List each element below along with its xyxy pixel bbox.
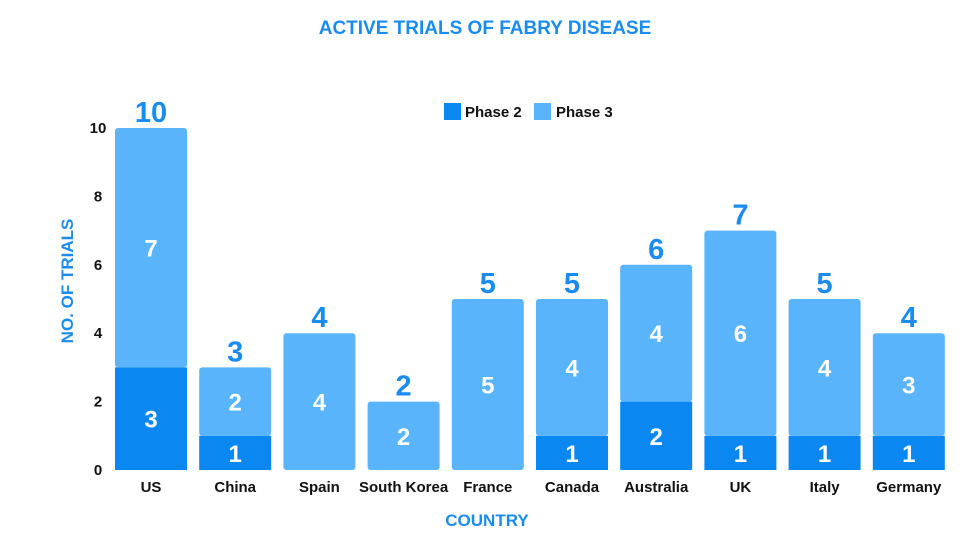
- bar-group: 6 1 7: [704, 200, 777, 470]
- bar-phase-3: [788, 299, 861, 436]
- bar-group: 22: [367, 371, 440, 470]
- bar-total-label: 6: [648, 234, 664, 266]
- bar-phase-3: [367, 401, 440, 470]
- bar-label-phase-2: 1: [565, 441, 578, 468]
- x-tick-label: Italy: [810, 479, 841, 496]
- y-tick-label: 4: [94, 325, 103, 342]
- bar-total-label: 3: [227, 336, 243, 368]
- bar-label-phase-2: 2: [650, 424, 663, 451]
- bar-group: 44: [283, 302, 356, 470]
- bar-label-phase-3: 4: [313, 390, 327, 417]
- x-tick-label: China: [214, 479, 256, 496]
- bar-label-phase-2: 1: [734, 441, 747, 468]
- x-tick-label: UK: [730, 479, 752, 496]
- bar-label-phase-2: 1: [818, 441, 831, 468]
- x-tick-label: Australia: [624, 479, 689, 496]
- y-tick-label: 6: [94, 257, 102, 274]
- bar-label-phase-2: 1: [902, 441, 915, 468]
- y-tick-label: 0: [94, 462, 102, 479]
- x-tick-label: US: [141, 479, 162, 496]
- bar-label-phase-3: 4: [565, 355, 579, 382]
- x-tick-label: Spain: [299, 479, 340, 496]
- y-tick-label: 2: [94, 394, 102, 411]
- bar-phase-3: [451, 299, 524, 470]
- x-axis-title: COUNTRY: [445, 511, 529, 530]
- x-tick-label: Canada: [545, 479, 600, 496]
- bar-group: 2 1 3: [199, 336, 272, 470]
- bar-label-phase-3: 4: [650, 321, 664, 348]
- bar-phase-2: [199, 435, 272, 470]
- x-tick-label: France: [463, 479, 512, 496]
- bar-total-label: 4: [901, 302, 917, 334]
- bar-phase-2: [872, 435, 945, 470]
- bar-phase-3: [536, 299, 608, 436]
- y-tick-label: 10: [90, 120, 107, 137]
- chart-title: ACTIVE TRIALS OF FABRY DISEASE: [319, 18, 652, 39]
- bar-phase-2: [620, 401, 693, 470]
- bar-total-label: 5: [480, 268, 496, 300]
- y-tick-label: 8: [94, 188, 102, 205]
- bar-label-phase-3: 7: [144, 236, 157, 263]
- bar-group: 55: [451, 268, 524, 470]
- legend-label-phase-2: Phase 2: [465, 104, 522, 121]
- legend: Phase 2 Phase 3: [444, 103, 613, 121]
- x-tick-label: Germany: [876, 479, 942, 496]
- bar-phase-3: [704, 230, 777, 436]
- legend-swatch-phase-2: [444, 103, 461, 120]
- bar-total-label: 5: [817, 268, 833, 300]
- bar-total-label: 2: [396, 371, 412, 403]
- bar-phase-3: [872, 333, 945, 436]
- bar-phase-2: [788, 435, 861, 470]
- bar-phase-2: [704, 435, 777, 470]
- bar-phase-3: [115, 128, 187, 368]
- y-axis-title: NO. OF TRIALS: [58, 219, 77, 344]
- x-tick-label: South Korea: [359, 479, 449, 496]
- bar-label-phase-3: 4: [818, 355, 832, 382]
- bar-total-label: 4: [311, 302, 327, 334]
- bar-phase-3: [199, 367, 272, 436]
- bar-label-phase-3: 2: [397, 424, 410, 451]
- bar-group: 4 2 6: [620, 234, 693, 470]
- bar-label-phase-2: 3: [144, 407, 157, 434]
- bar-phase-2: [115, 367, 187, 470]
- y-axis-ticks: 0 2 4 6 8 10: [90, 120, 107, 479]
- x-axis-ticks: US China Spain South Korea France Canada Austr…: [141, 479, 942, 496]
- bar-phase-3: [620, 264, 693, 402]
- bar-phase-2: [536, 435, 608, 470]
- legend-swatch-phase-3: [534, 103, 551, 120]
- bar-total-label: 5: [564, 268, 580, 300]
- bar-label-phase-3: 5: [481, 373, 494, 400]
- bar-label-phase-3: 3: [902, 373, 915, 400]
- bar-label-phase-2: 1: [229, 441, 242, 468]
- bar-phase-3: [283, 333, 356, 470]
- legend-label-phase-3: Phase 3: [556, 104, 613, 121]
- bar-label-phase-3: 6: [734, 321, 747, 348]
- bar-group: 4 1 5: [536, 268, 608, 470]
- bar-total-label: 7: [732, 200, 748, 232]
- bar-group: 3 1 4: [872, 302, 945, 470]
- bar-group: 4 1 5: [788, 268, 861, 470]
- bar-group: 7 3 10: [115, 97, 187, 470]
- bar-total-label: 10: [135, 97, 167, 129]
- bar-label-phase-3: 2: [229, 390, 242, 417]
